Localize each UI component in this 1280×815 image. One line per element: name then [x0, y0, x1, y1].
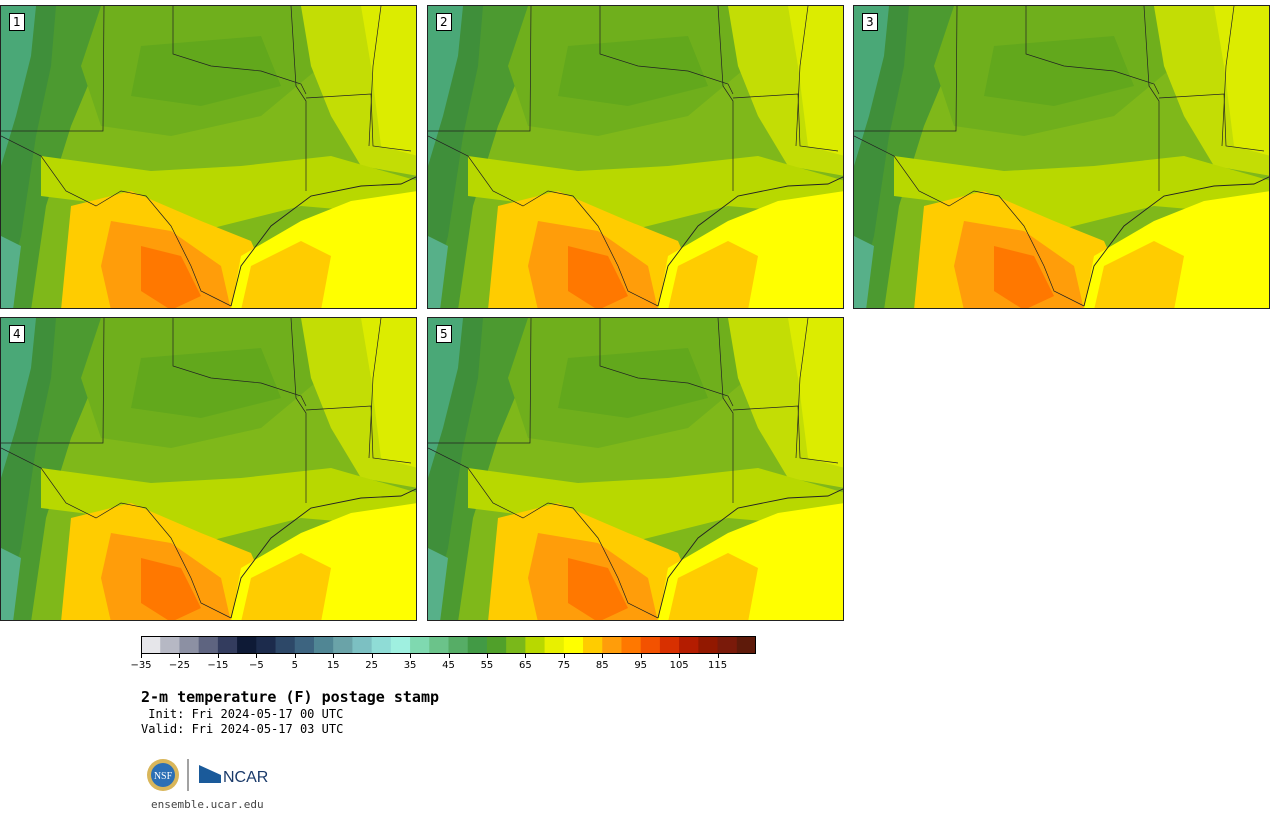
member-panel-3: 3: [853, 5, 1270, 309]
init-time: Init: Fri 2024-05-17 00 UTC: [141, 707, 344, 721]
colorbar-swatch: [217, 636, 238, 654]
member-panel-4: 4: [0, 317, 417, 621]
valid-time: Valid: Fri 2024-05-17 03 UTC: [141, 722, 344, 736]
ncar-logo-text: NCAR: [223, 769, 268, 786]
colorbar-tick-label: 85: [595, 660, 609, 671]
colorbar-swatch: [525, 636, 546, 654]
colorbar-tick-mark: [525, 654, 527, 658]
colorbar-tick-label: 45: [442, 660, 455, 671]
temperature-map: [1, 6, 417, 309]
colorbar-tick-label: 15: [326, 660, 340, 671]
colorbar-swatch: [506, 636, 526, 654]
colorbar-tick-mark: [410, 654, 412, 658]
colorbar-swatch: [410, 636, 430, 654]
colorbar-tick-label: 95: [634, 660, 648, 671]
colorbar-swatch: [237, 636, 257, 654]
temperature-map: [428, 318, 844, 621]
colorbar-tick-label: 35: [403, 660, 417, 671]
colorbar-tick-label: −35: [130, 660, 152, 671]
colorbar-tick-label: 65: [519, 660, 532, 671]
colorbar-swatch: [198, 636, 219, 654]
colorbar-tick-label: 55: [480, 660, 494, 671]
temperature-map: [854, 6, 1270, 309]
colorbar-swatch: [390, 636, 411, 654]
colorbar-swatch: [333, 636, 353, 654]
colorbar-tick-mark: [486, 654, 488, 658]
colorbar-swatch: [736, 636, 756, 654]
colorbar-swatch: [544, 636, 565, 654]
member-panel-2: 2: [427, 5, 844, 309]
colorbar-tick-mark: [333, 654, 335, 658]
colorbar-tick-label: −15: [207, 660, 229, 671]
colorbar-swatch: [640, 636, 661, 654]
colorbar: [141, 636, 756, 654]
colorbar-swatch: [486, 636, 507, 654]
colorbar-tick-mark: [217, 654, 219, 658]
colorbar-tick-mark: [679, 654, 681, 658]
colorbar-swatch: [659, 636, 680, 654]
colorbar-tick-mark: [294, 654, 296, 658]
colorbar-swatch: [583, 636, 603, 654]
colorbar-tick-label: 75: [557, 660, 571, 671]
member-label: 1: [9, 13, 25, 31]
colorbar-swatch: [313, 636, 334, 654]
colorbar-tick-label: 115: [708, 660, 728, 671]
colorbar-swatch: [563, 636, 584, 654]
colorbar-tick-mark: [179, 654, 181, 658]
colorbar-tick-mark: [448, 654, 450, 658]
colorbar-swatch: [371, 636, 392, 654]
colorbar-tick-mark: [640, 654, 642, 658]
website-url[interactable]: ensemble.ucar.edu: [151, 798, 264, 811]
colorbar-swatch: [275, 636, 296, 654]
colorbar-swatch: [179, 636, 200, 654]
colorbar-swatch: [141, 636, 161, 654]
member-label: 4: [9, 325, 25, 343]
colorbar-swatch: [256, 636, 277, 654]
colorbar-tick-mark: [602, 654, 604, 658]
colorbar-swatch: [448, 636, 469, 654]
temperature-map: [1, 318, 417, 621]
colorbar-swatch: [294, 636, 315, 654]
member-label: 3: [862, 13, 878, 31]
nsf-ncar-logo: NSF NCAR: [147, 759, 268, 791]
colorbar-swatch: [352, 636, 373, 654]
colorbar-swatch: [698, 636, 719, 654]
colorbar-tick-label: 5: [291, 660, 298, 671]
colorbar-swatch: [679, 636, 699, 654]
member-panel-1: 1: [0, 5, 417, 309]
ncar-logo-icon: [199, 765, 221, 783]
colorbar-swatch: [621, 636, 642, 654]
colorbar-swatch: [429, 636, 449, 654]
nsf-logo-text: NSF: [154, 771, 173, 782]
colorbar-swatch: [160, 636, 180, 654]
colorbar-tick-label: −5: [248, 660, 264, 671]
colorbar-tick-label: −25: [168, 660, 190, 671]
colorbar-swatch: [467, 636, 488, 654]
temperature-map: [428, 6, 844, 309]
colorbar-tick-mark: [371, 654, 373, 658]
colorbar-tick-label: 105: [669, 660, 689, 671]
colorbar-tick-mark: [563, 654, 565, 658]
member-label: 5: [436, 325, 452, 343]
colorbar-tick-mark: [141, 654, 142, 658]
figure-title: 2-m temperature (F) postage stamp: [141, 688, 440, 706]
colorbar-tick-mark: [717, 654, 719, 658]
colorbar-swatch: [602, 636, 622, 654]
member-label: 2: [436, 13, 452, 31]
colorbar-tick-mark: [256, 654, 258, 658]
member-panel-5: 5: [427, 317, 844, 621]
colorbar-tick-label: 25: [365, 660, 378, 671]
colorbar-swatch: [717, 636, 738, 654]
colorbar-ticks: −35 −25 −15 −5 5 15 25 35 45 55 65 75 85 95 105 115: [130, 654, 756, 674]
